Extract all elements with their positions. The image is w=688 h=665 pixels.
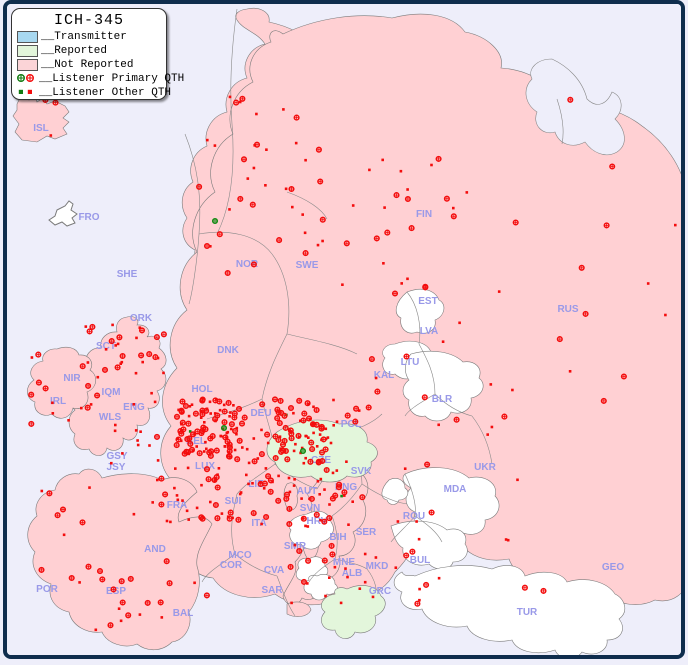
svg-text:MKD: MKD xyxy=(366,561,389,572)
svg-text:NOR: NOR xyxy=(236,259,259,270)
svg-text:BAL: BAL xyxy=(173,608,194,619)
svg-text:NIR: NIR xyxy=(63,373,81,384)
svg-text:MNE: MNE xyxy=(333,557,356,568)
svg-text:FRA: FRA xyxy=(167,500,188,511)
svg-text:POR: POR xyxy=(36,584,58,595)
svg-text:ESP: ESP xyxy=(106,586,126,597)
svg-text:EST: EST xyxy=(418,296,437,307)
svg-text:TUR: TUR xyxy=(517,607,538,618)
svg-text:AND: AND xyxy=(144,544,166,555)
svg-text:GEO: GEO xyxy=(602,562,624,573)
svg-text:FIN: FIN xyxy=(416,209,432,220)
svg-text:SVK: SVK xyxy=(351,466,372,477)
svg-text:JSY: JSY xyxy=(107,462,126,473)
svg-text:SHE: SHE xyxy=(117,269,138,280)
svg-text:IQM: IQM xyxy=(102,387,121,398)
svg-text:SMR: SMR xyxy=(284,541,307,552)
svg-text:CVA: CVA xyxy=(264,565,284,576)
svg-text:LVA: LVA xyxy=(420,326,439,337)
svg-text:ITA: ITA xyxy=(251,518,266,529)
svg-text:SER: SER xyxy=(356,527,377,538)
svg-text:DEU: DEU xyxy=(250,408,271,419)
svg-text:HOL: HOL xyxy=(191,384,212,395)
svg-text:GRC: GRC xyxy=(369,586,391,597)
svg-text:ROU: ROU xyxy=(403,511,425,522)
svg-text:BUL: BUL xyxy=(410,555,431,566)
svg-text:RUS: RUS xyxy=(557,304,578,315)
svg-text:AUT: AUT xyxy=(297,486,318,497)
svg-text:FRO: FRO xyxy=(78,212,99,223)
svg-text:SUI: SUI xyxy=(225,496,242,507)
svg-text:LIE: LIE xyxy=(248,479,264,490)
svg-text:DNK: DNK xyxy=(217,345,239,356)
svg-text:UKR: UKR xyxy=(474,462,496,473)
svg-text:BLR: BLR xyxy=(432,394,453,405)
svg-text:SWE: SWE xyxy=(296,260,319,271)
svg-text:ISL: ISL xyxy=(33,123,49,134)
svg-text:ORK: ORK xyxy=(130,313,153,324)
svg-text:GSY: GSY xyxy=(106,451,127,462)
svg-text:BIH: BIH xyxy=(329,532,346,543)
svg-text:COR: COR xyxy=(220,560,243,571)
svg-text:LTU: LTU xyxy=(401,357,420,368)
svg-text:MDA: MDA xyxy=(444,484,467,495)
svg-text:SAR: SAR xyxy=(261,585,283,596)
svg-text:WLS: WLS xyxy=(99,412,122,423)
svg-text:KAL: KAL xyxy=(374,370,395,381)
